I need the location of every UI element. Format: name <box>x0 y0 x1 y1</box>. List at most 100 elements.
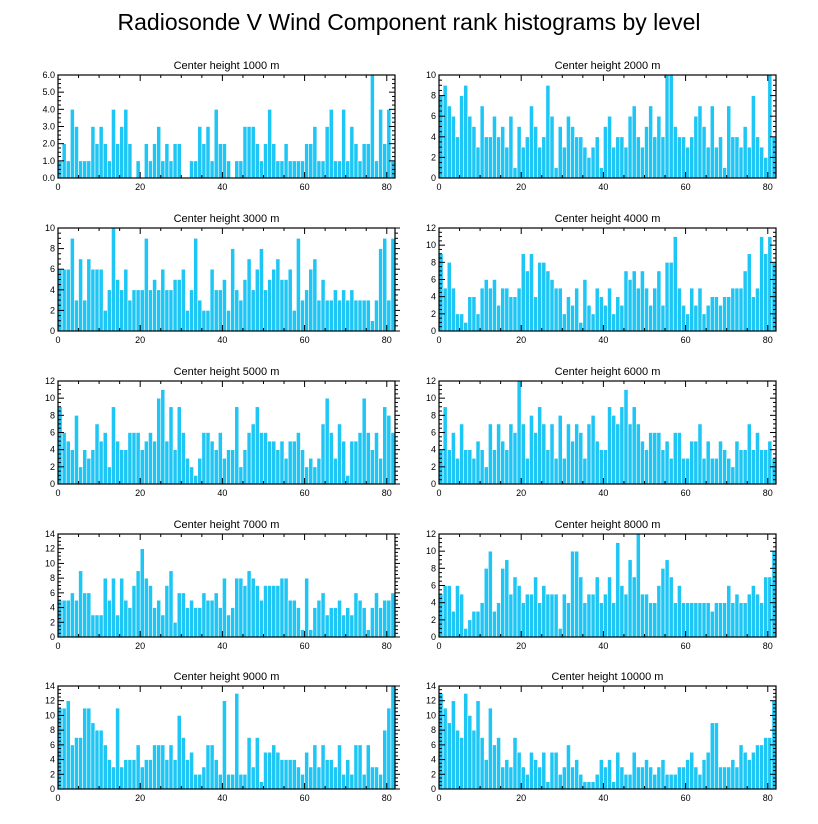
histogram-bar <box>102 744 108 790</box>
histogram-bar <box>644 759 649 790</box>
histogram-bar <box>139 289 145 332</box>
histogram-bar <box>442 585 448 638</box>
histogram-bar <box>378 109 383 179</box>
histogram-bar <box>751 751 756 790</box>
histogram-bar <box>238 160 244 179</box>
panel-title: Center height 10000 m <box>552 671 664 683</box>
histogram-bar <box>512 296 518 332</box>
histogram-bar <box>656 432 662 485</box>
histogram-bar <box>578 136 584 179</box>
histogram-bar <box>226 773 231 790</box>
histogram-bar <box>222 457 227 485</box>
histogram-bar <box>102 310 108 332</box>
histogram-bar <box>353 299 359 332</box>
y-tick-label: 0 <box>50 479 55 489</box>
histogram-bar <box>475 146 481 179</box>
histogram-bar <box>631 406 637 485</box>
histogram-bar <box>349 440 355 485</box>
histogram-bar <box>738 602 744 638</box>
histogram-bar <box>566 602 571 638</box>
histogram-bar <box>677 136 682 179</box>
histogram-bar <box>726 296 732 332</box>
histogram-bar <box>160 744 166 790</box>
histogram-bar <box>557 287 563 332</box>
histogram-bar <box>718 766 723 790</box>
histogram-bar <box>242 773 248 790</box>
histogram-bar <box>475 610 481 638</box>
histogram-bar <box>635 766 641 790</box>
histogram-bar <box>135 160 141 179</box>
histogram-bar <box>705 304 711 332</box>
histogram-bar <box>553 167 559 179</box>
histogram-bar <box>226 310 231 332</box>
x-tick-label: 40 <box>598 335 608 345</box>
y-tick-label: 4 <box>431 598 436 608</box>
histogram-bar <box>337 160 342 179</box>
histogram-bar <box>689 440 695 485</box>
histogram-bar <box>742 126 748 179</box>
histogram-bar <box>446 105 452 179</box>
y-tick-label: 8 <box>431 91 436 101</box>
histogram-bar <box>586 593 592 638</box>
histogram-bar <box>168 570 174 638</box>
histogram-bar <box>361 143 367 179</box>
histogram-bar <box>111 577 116 638</box>
histogram-bar <box>697 773 703 790</box>
histogram-bar <box>619 406 625 485</box>
histogram-bar <box>259 248 264 332</box>
histogram-bar <box>164 440 170 485</box>
histogram-bar <box>119 766 125 790</box>
histogram-bar <box>635 533 641 638</box>
x-tick-label: 80 <box>382 488 392 498</box>
histogram-bar <box>259 160 264 179</box>
histogram-bar <box>246 258 252 332</box>
histogram-bar <box>574 550 580 638</box>
histogram-bar <box>483 759 489 790</box>
histogram-bar <box>333 160 338 179</box>
histogram-bar <box>267 585 273 638</box>
histogram-bar <box>722 296 727 332</box>
x-tick-label: 40 <box>598 182 608 192</box>
histogram-bar <box>144 759 149 790</box>
histogram-bar <box>176 592 182 638</box>
histogram-bar <box>504 559 510 638</box>
histogram-bar <box>483 466 489 485</box>
histogram-bar <box>459 737 464 790</box>
histogram-bar <box>98 440 104 485</box>
histogram-bar <box>508 766 514 790</box>
histogram-bar <box>467 296 473 332</box>
histogram-bar <box>98 729 104 790</box>
histogram-bar <box>722 602 727 638</box>
histogram-bar <box>357 432 363 485</box>
histogram-bar <box>238 466 244 485</box>
histogram-bar <box>102 577 108 638</box>
histogram-bar <box>107 160 112 179</box>
x-tick-label: 0 <box>55 182 60 192</box>
histogram-bar <box>627 559 633 638</box>
histogram-bar <box>374 299 379 332</box>
x-tick-label: 80 <box>763 335 773 345</box>
x-tick-label: 0 <box>436 335 441 345</box>
x-tick-label: 40 <box>217 182 227 192</box>
histogram-bar <box>94 268 100 332</box>
histogram-bar <box>714 146 719 179</box>
histogram-bar <box>259 599 264 638</box>
histogram-bar <box>570 440 575 485</box>
histogram-bar <box>603 449 608 485</box>
histogram-bar <box>590 415 596 485</box>
histogram-bar <box>316 457 322 485</box>
histogram-bar <box>378 457 383 485</box>
histogram-bar <box>102 432 108 485</box>
histogram-bar <box>291 599 297 638</box>
histogram-bar <box>751 449 756 485</box>
histogram-bar <box>455 457 460 485</box>
histogram-bar <box>135 289 141 332</box>
histogram-bar <box>574 136 580 179</box>
histogram-bar <box>349 614 355 638</box>
histogram-bar <box>681 766 686 790</box>
histogram-bar <box>537 602 543 638</box>
histogram-bar <box>483 136 489 179</box>
histogram-bar <box>451 610 456 638</box>
histogram-bar <box>205 432 211 485</box>
histogram-bar <box>180 268 186 332</box>
